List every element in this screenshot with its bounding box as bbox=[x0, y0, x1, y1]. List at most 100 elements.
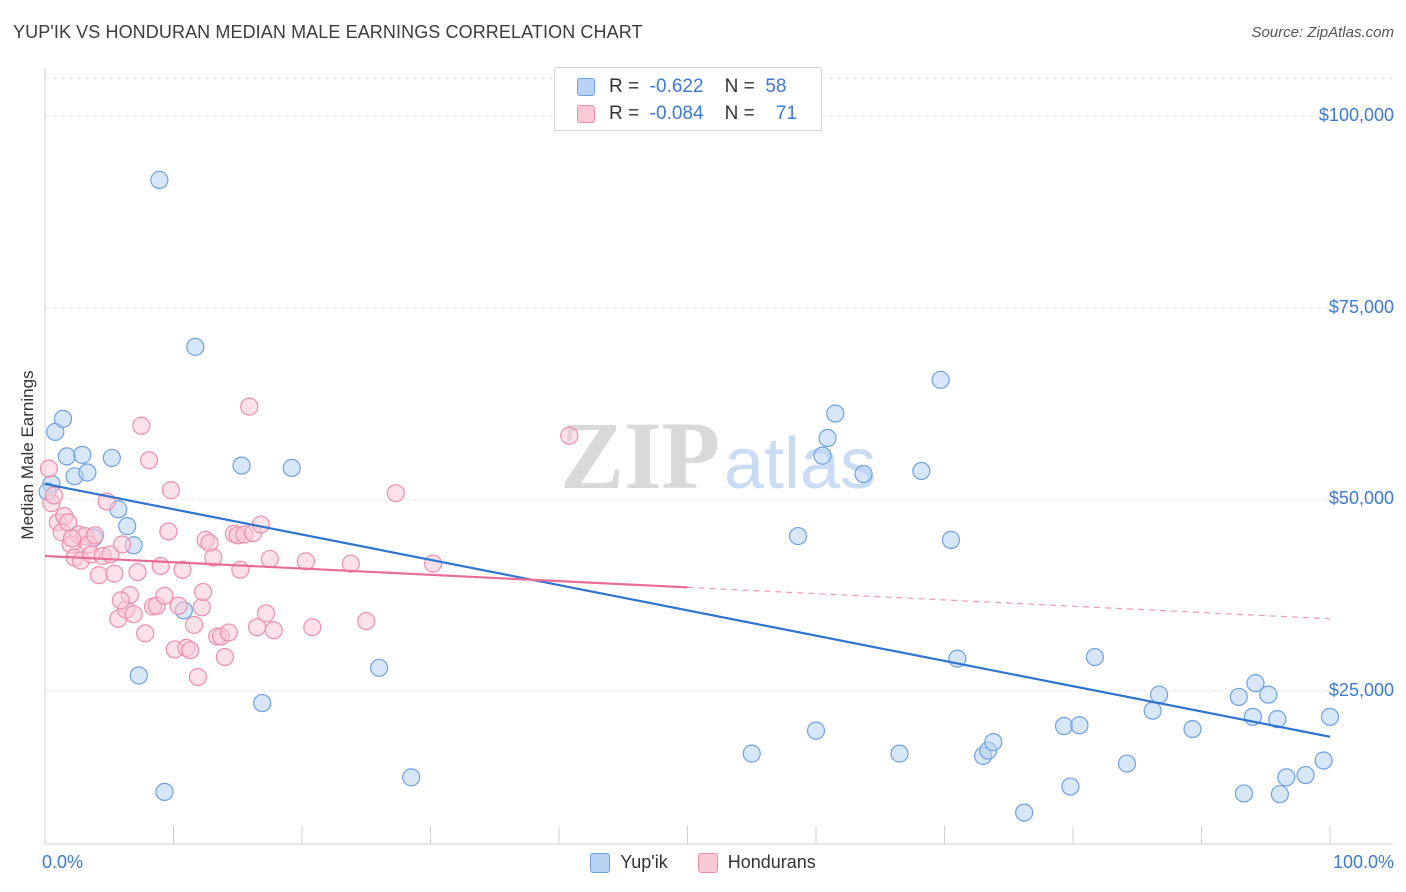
stats-row-yupik: R = -0.622 N = 58 bbox=[577, 74, 786, 100]
honduran-point bbox=[181, 641, 200, 660]
yupik-trend-line bbox=[44, 482, 1331, 738]
honduran-point bbox=[188, 667, 208, 687]
yupik-point bbox=[854, 464, 873, 484]
honduran-point bbox=[151, 556, 170, 576]
honduran-point bbox=[423, 554, 443, 573]
yupik-point bbox=[826, 404, 845, 423]
honduran-point bbox=[124, 605, 143, 624]
honduran-point bbox=[219, 623, 238, 642]
yupik-point bbox=[53, 409, 73, 428]
yupik-point bbox=[941, 530, 961, 549]
yupik-point bbox=[890, 744, 909, 763]
honduran-point bbox=[159, 522, 178, 541]
honduran-point bbox=[89, 566, 109, 585]
yupik-point bbox=[1259, 685, 1278, 704]
yupik-point bbox=[78, 463, 97, 482]
honduran-point bbox=[231, 560, 250, 579]
honduran-point bbox=[86, 526, 105, 545]
n-label: N = bbox=[724, 76, 755, 97]
y-tick-label: $25,000 bbox=[1328, 679, 1394, 700]
yupik-point bbox=[788, 526, 808, 546]
yupik-point bbox=[150, 170, 169, 189]
hondurans-legend-swatch bbox=[697, 852, 718, 873]
yupik-point bbox=[102, 448, 121, 468]
yupik-point bbox=[1015, 803, 1034, 822]
n-value: 71 bbox=[775, 103, 798, 124]
honduran-point bbox=[215, 647, 234, 667]
legend-item-hondurans[interactable]: Hondurans bbox=[697, 852, 816, 873]
honduran-point bbox=[386, 484, 405, 503]
honduran-point bbox=[296, 552, 315, 571]
honduran-point bbox=[44, 486, 64, 505]
stats-box: R = -0.622 N = 58 R = -0.084 N = 71 bbox=[554, 67, 822, 131]
n-value: 58 bbox=[765, 76, 787, 97]
yupik-point bbox=[73, 445, 92, 464]
yupik-point bbox=[1183, 719, 1202, 739]
yupik-point bbox=[57, 447, 76, 466]
source-note: Source: ZipAtlas.com bbox=[1251, 24, 1394, 41]
honduran-point bbox=[173, 560, 192, 579]
yupik-point bbox=[813, 446, 832, 465]
stats-row-hondurans: R = -0.084 N = 71 bbox=[577, 101, 797, 127]
honduran-point bbox=[204, 548, 223, 567]
yupik-point bbox=[1054, 716, 1074, 736]
r-value: -0.622 bbox=[649, 76, 704, 97]
yupik-point bbox=[818, 428, 837, 448]
yupik-point bbox=[1320, 707, 1340, 726]
honduran-point bbox=[39, 459, 58, 478]
hondurans-swatch bbox=[577, 105, 595, 123]
yupik-point bbox=[1085, 647, 1104, 667]
honduran-point bbox=[260, 549, 279, 569]
yupik-point bbox=[1268, 710, 1287, 729]
yupik-point bbox=[1149, 685, 1169, 704]
yupik-point bbox=[232, 456, 251, 475]
yupik-point bbox=[1061, 777, 1080, 796]
honduran-point bbox=[184, 615, 204, 635]
yupik-point bbox=[253, 693, 272, 713]
r-label: R = bbox=[609, 76, 640, 97]
honduran-point bbox=[128, 562, 147, 582]
yupik-point bbox=[155, 782, 174, 802]
yupik-point bbox=[186, 337, 205, 356]
honduran-trend-line bbox=[44, 554, 688, 589]
yupik-point bbox=[806, 721, 826, 740]
y-tick-label: $75,000 bbox=[1328, 296, 1394, 317]
y-tick-label: $100,000 bbox=[1318, 105, 1394, 126]
honduran-point bbox=[155, 586, 174, 605]
r-value: -0.084 bbox=[649, 103, 704, 124]
honduran-point bbox=[169, 596, 188, 615]
yupik-point bbox=[984, 733, 1003, 752]
honduran-point bbox=[357, 611, 376, 631]
yupik-point bbox=[129, 666, 148, 685]
yupik-point bbox=[402, 768, 421, 787]
honduran-point bbox=[111, 591, 130, 610]
x-tick-label-min: 0.0% bbox=[42, 852, 84, 872]
yupik-point bbox=[742, 744, 761, 763]
legend-label: Yup'ik bbox=[620, 852, 668, 872]
yupik-point bbox=[1070, 716, 1089, 735]
yupik-point bbox=[1277, 768, 1296, 787]
watermark-zip: ZIP bbox=[560, 402, 720, 509]
yupik-point bbox=[1117, 754, 1137, 773]
honduran-point bbox=[161, 481, 181, 500]
honduran-point bbox=[112, 535, 132, 554]
yupik-point bbox=[370, 658, 389, 677]
legend-label: Hondurans bbox=[727, 852, 816, 872]
honduran-point bbox=[136, 624, 155, 643]
yupik-point bbox=[1229, 687, 1248, 707]
legend: Yup'ik Hondurans bbox=[0, 852, 1406, 873]
legend-item-yupik[interactable]: Yup'ik bbox=[590, 852, 668, 873]
watermark-atlas: atlas bbox=[724, 424, 876, 504]
yupik-point bbox=[1296, 765, 1315, 785]
yupik-point bbox=[1314, 751, 1333, 770]
honduran-point bbox=[560, 426, 579, 445]
yupik-point bbox=[118, 517, 137, 536]
yupik-legend-swatch bbox=[590, 852, 611, 873]
yupik-point bbox=[1143, 701, 1162, 720]
honduran-point bbox=[240, 397, 259, 416]
n-label: N = bbox=[724, 103, 755, 124]
honduran-point bbox=[132, 416, 151, 435]
honduran-point bbox=[256, 604, 276, 623]
honduran-point bbox=[105, 564, 124, 583]
